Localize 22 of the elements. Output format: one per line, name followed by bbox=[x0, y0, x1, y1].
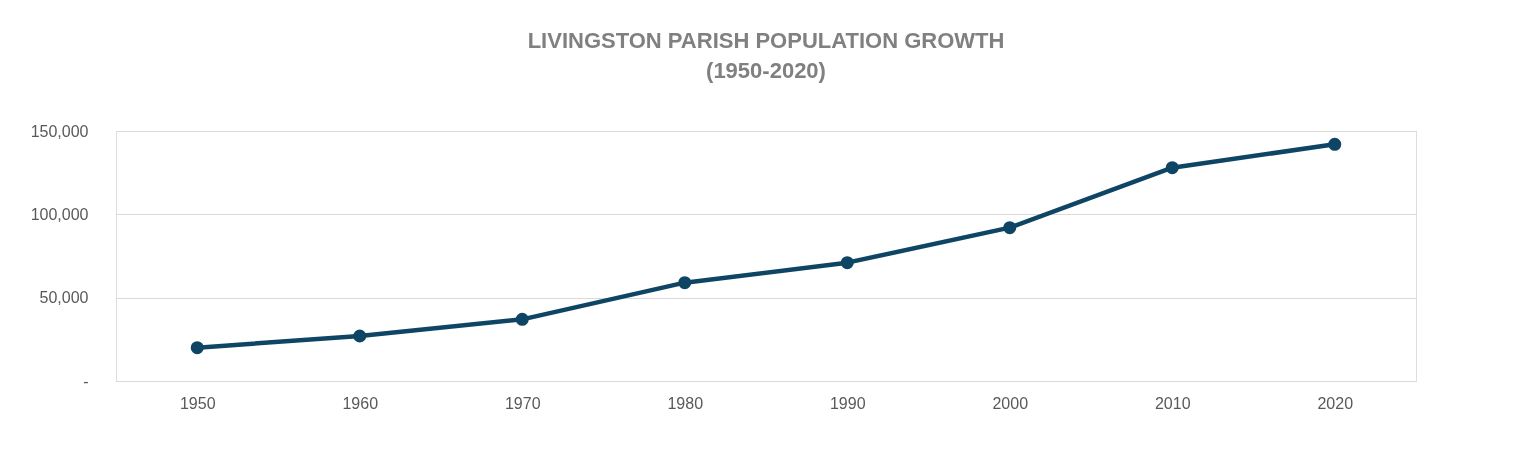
point bbox=[1328, 137, 1342, 151]
x-tick-label: 1960 bbox=[342, 394, 379, 412]
point bbox=[678, 276, 692, 290]
point bbox=[353, 329, 367, 343]
x-tick-label: 2010 bbox=[1154, 394, 1191, 412]
point bbox=[840, 256, 854, 270]
y-tick-label: 100,000 bbox=[30, 205, 89, 223]
x-tick-label: 2000 bbox=[992, 394, 1029, 412]
y-tick-label: 150,000 bbox=[30, 122, 89, 140]
y-tick-label: 50,000 bbox=[39, 289, 89, 307]
x-tick-label: 2020 bbox=[1317, 394, 1354, 412]
point bbox=[190, 341, 204, 355]
point bbox=[515, 312, 529, 326]
x-tick-label: 1990 bbox=[829, 394, 866, 412]
y-tick-label: - bbox=[83, 372, 89, 390]
x-tick-label: 1980 bbox=[667, 394, 704, 412]
chart-title: LIVINGSTON PARISH POPULATION GROWTH bbox=[527, 28, 1005, 53]
x-tick-label: 1970 bbox=[504, 394, 541, 412]
point bbox=[1165, 161, 1179, 175]
point bbox=[1003, 221, 1017, 235]
x-tick-label: 1950 bbox=[179, 394, 216, 412]
chart-subtitle: (1950-2020) bbox=[706, 58, 826, 83]
